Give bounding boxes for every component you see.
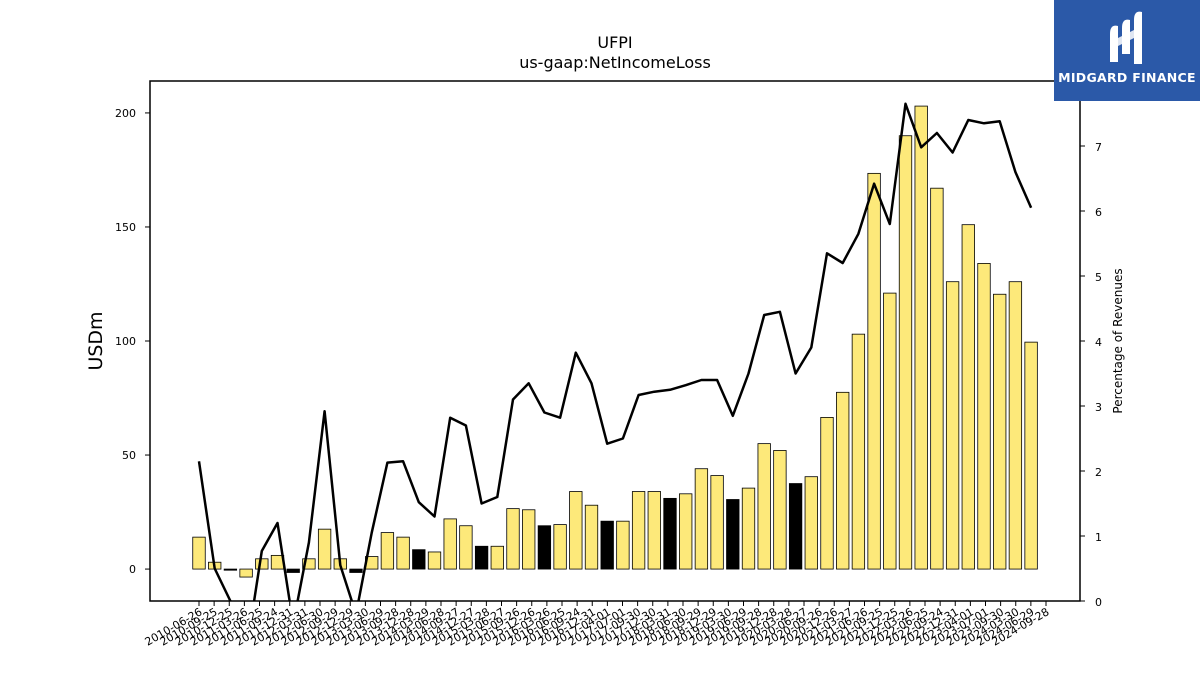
- y2-axis-label: Percentage of Revenues: [1111, 268, 1125, 413]
- bar: [412, 549, 426, 570]
- bar: [914, 105, 928, 570]
- bar: [537, 525, 552, 570]
- bars-layer: [192, 105, 1038, 578]
- bar: [427, 551, 442, 570]
- line-layer: [197, 102, 1033, 601]
- bar: [820, 417, 834, 570]
- bar: [569, 491, 583, 570]
- bar: [239, 568, 253, 578]
- bar: [977, 263, 991, 570]
- chart-subtitle: us-gaap:NetIncomeLoss: [519, 53, 711, 72]
- y2-tick-label: 4: [1095, 336, 1102, 349]
- bar: [443, 518, 457, 570]
- y2-tick-label: 5: [1095, 271, 1102, 284]
- chart-title: UFPI: [597, 33, 632, 52]
- y2-axis: 0 1 2 3 4 5 6 7: [1080, 141, 1102, 609]
- bar: [757, 443, 771, 570]
- bar: [522, 509, 536, 570]
- y-tick-label: 200: [115, 107, 136, 120]
- bar: [836, 391, 850, 570]
- bar: [302, 558, 316, 570]
- x-axis: 2010-06-262010-09-252010-12-252011-03-26…: [143, 601, 1052, 649]
- bar: [851, 333, 866, 570]
- bar: [490, 545, 504, 570]
- series-line: [197, 102, 1033, 601]
- bar: [804, 476, 818, 570]
- bar: [223, 568, 238, 571]
- bar: [616, 520, 630, 570]
- bar: [600, 520, 614, 570]
- y-tick-label: 150: [115, 221, 136, 234]
- bar: [255, 558, 269, 570]
- y-axis: 0 50 100 150 200: [115, 107, 150, 576]
- bar: [883, 292, 897, 570]
- bar: [506, 508, 520, 570]
- bar: [663, 497, 677, 570]
- bar: [945, 281, 960, 570]
- brand-mark-icon: [1110, 11, 1142, 64]
- y2-tick-label: 2: [1095, 466, 1102, 479]
- y2-tick-label: 1: [1095, 531, 1102, 544]
- bar: [474, 545, 489, 570]
- y2-tick-label: 7: [1095, 141, 1102, 154]
- bar: [694, 468, 709, 570]
- bar: [710, 475, 724, 570]
- bar: [647, 491, 661, 570]
- bar: [553, 524, 567, 570]
- bar: [192, 536, 206, 570]
- bar: [584, 504, 599, 570]
- bar: [867, 172, 881, 570]
- bar: [726, 499, 740, 570]
- y2-tick-label: 3: [1095, 401, 1102, 414]
- y2-tick-label: 6: [1095, 206, 1102, 219]
- bar: [317, 528, 332, 570]
- bar: [349, 568, 363, 573]
- bar: [1008, 281, 1023, 570]
- bar: [631, 491, 646, 570]
- bar: [898, 135, 913, 570]
- y-tick-label: 100: [115, 335, 136, 348]
- bar: [788, 483, 803, 570]
- bar: [961, 224, 975, 570]
- bar: [286, 568, 300, 573]
- y-axis-label: USDm: [85, 311, 107, 370]
- brand-name: MIDGARD FINANCE: [1058, 70, 1196, 85]
- bar: [741, 487, 756, 570]
- bar: [380, 532, 395, 570]
- y2-tick-label: 0: [1095, 596, 1102, 609]
- bar: [396, 536, 410, 570]
- bar: [993, 293, 1007, 570]
- bar: [459, 525, 473, 570]
- bar: [1024, 341, 1038, 570]
- y-tick-label: 50: [122, 449, 136, 462]
- brand-logo: MIDGARD FINANCE: [1054, 0, 1200, 101]
- bar: [930, 187, 944, 570]
- y-tick-label: 0: [129, 563, 136, 576]
- bar: [773, 450, 787, 570]
- bar: [679, 493, 693, 570]
